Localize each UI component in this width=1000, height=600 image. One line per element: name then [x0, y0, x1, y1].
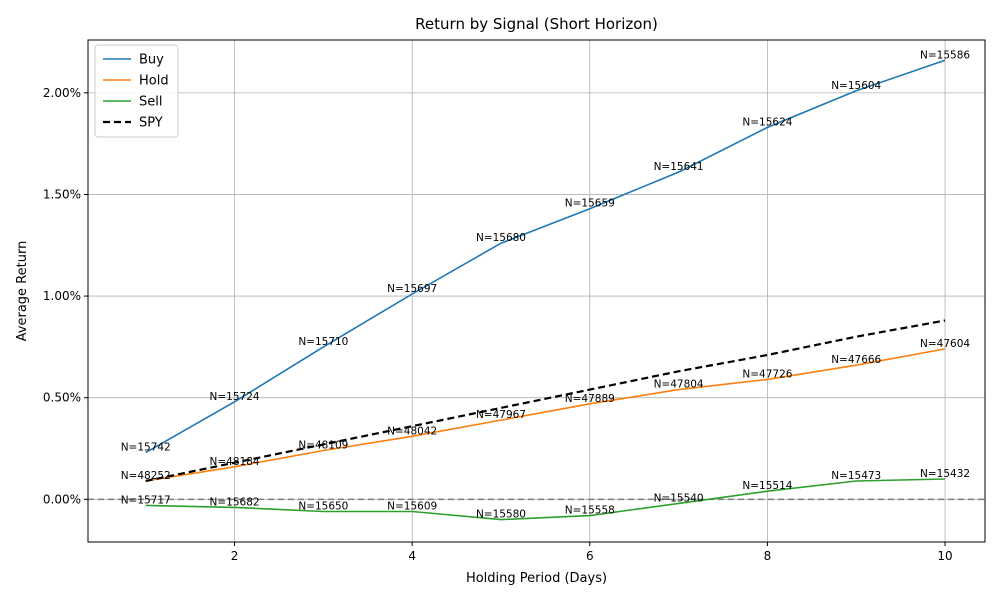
x-tick-label: 10 [937, 549, 952, 563]
n-label-hold: N=47889 [565, 393, 615, 405]
n-label-layer: N=15742 N=15724 N=15710 N=15697 N=15680 N=156… [121, 49, 971, 520]
series-layer [145, 59, 946, 521]
n-label-hold: N=48042 [387, 425, 437, 437]
n-label-buy: N=15604 [831, 80, 881, 92]
y-tick-label: 1.50% [43, 187, 81, 201]
n-label-hold: N=48109 [298, 440, 348, 452]
legend-label-buy: Buy [139, 53, 164, 68]
n-label-hold: N=47666 [831, 354, 881, 366]
n-label-buy: N=15641 [654, 161, 704, 173]
n-label-sell: N=15432 [920, 468, 970, 480]
n-label-buy: N=15624 [742, 116, 792, 128]
x-tick-label: 2 [231, 549, 239, 563]
n-label-hold: N=47804 [654, 379, 704, 391]
legend-label-spy: SPY [139, 116, 163, 131]
plot-frame [87, 39, 986, 543]
y-tick-label: 0.00% [43, 492, 81, 506]
n-label-hold: N=48184 [210, 456, 260, 468]
y-tick-label: 0.50% [43, 391, 81, 405]
n-label-buy: N=15680 [476, 232, 526, 244]
n-label-hold: N=47967 [476, 409, 526, 421]
x-tick-label: 4 [408, 549, 416, 563]
n-label-sell: N=15580 [476, 509, 526, 521]
y-tick-label: 2.00% [43, 86, 81, 100]
legend-label-sell: Sell [139, 95, 162, 110]
x-tick-label: 8 [764, 549, 772, 563]
n-label-buy: N=15586 [920, 49, 970, 61]
n-label-buy: N=15697 [387, 283, 437, 295]
tick-layer: 2 4 6 8 10 0.00% 0.50% 1.00% 1.50% 2.00% [43, 86, 953, 563]
legend-label-hold: Hold [139, 74, 169, 89]
n-label-sell: N=15717 [121, 494, 171, 506]
series-line-buy [145, 59, 946, 454]
series-line-sell [145, 478, 946, 521]
n-label-buy: N=15742 [121, 442, 171, 454]
series-line-hold [145, 348, 946, 482]
n-label-hold: N=48252 [121, 470, 171, 482]
y-tick-label: 1.00% [43, 289, 81, 303]
n-label-buy: N=15659 [565, 198, 615, 210]
y-axis-title: Average Return [15, 241, 30, 342]
n-label-buy: N=15724 [210, 391, 260, 403]
n-label-sell: N=15609 [387, 501, 437, 513]
n-label-sell: N=15650 [298, 501, 348, 513]
chart-title: Return by Signal (Short Horizon) [415, 15, 658, 33]
x-tick-label: 6 [586, 549, 594, 563]
n-label-sell: N=15540 [654, 492, 704, 504]
legend: Buy Hold Sell SPY [94, 44, 179, 138]
n-label-sell: N=15473 [831, 470, 881, 482]
series-line-spy [145, 319, 946, 483]
n-label-hold: N=47604 [920, 338, 970, 350]
n-label-sell: N=15514 [742, 480, 792, 492]
n-label-sell: N=15682 [210, 496, 260, 508]
n-label-sell: N=15558 [565, 505, 615, 517]
grid [88, 40, 985, 542]
legend-box [94, 44, 179, 138]
n-label-hold: N=47726 [742, 368, 792, 380]
n-label-buy: N=15710 [298, 336, 348, 348]
x-axis-title: Holding Period (Days) [466, 571, 607, 586]
